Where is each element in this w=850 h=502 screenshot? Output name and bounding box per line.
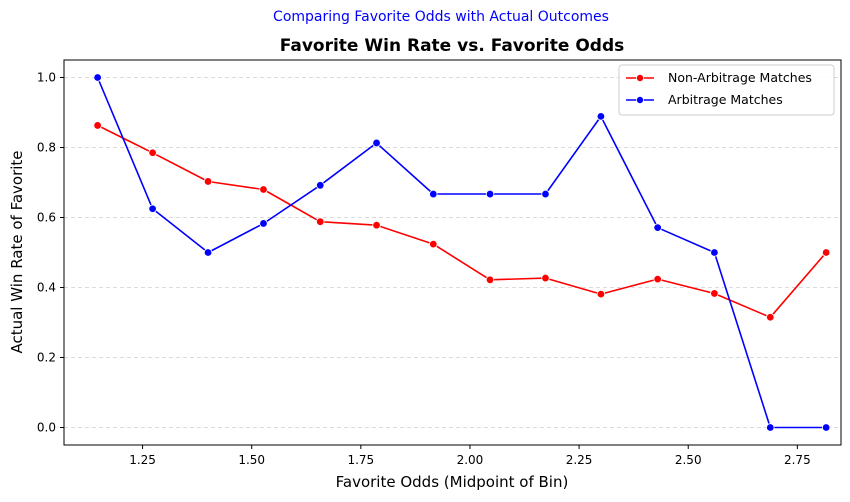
data-point xyxy=(429,189,438,199)
data-point xyxy=(653,274,662,284)
data-point xyxy=(596,112,606,121)
legend-box xyxy=(618,64,835,116)
data-point xyxy=(766,313,775,322)
data-point xyxy=(429,239,438,249)
data-point xyxy=(596,289,606,299)
data-point xyxy=(821,423,831,432)
data-point xyxy=(203,177,213,186)
data-point xyxy=(316,217,325,226)
data-point xyxy=(203,248,213,257)
data-point xyxy=(653,223,662,232)
data-point xyxy=(821,248,831,257)
data-point xyxy=(148,148,157,157)
data-point xyxy=(766,423,775,432)
data-point xyxy=(485,275,495,284)
x-axis-label: Favorite Odds (Midpoint of Bin) xyxy=(336,473,569,491)
y-tick-label: 0.2 xyxy=(37,351,56,365)
series-line-0 xyxy=(97,124,827,319)
series-points xyxy=(93,73,831,432)
y-tick-label: 0.8 xyxy=(37,141,56,155)
x-tick-label: 2.50 xyxy=(675,453,702,467)
gridlines xyxy=(64,77,841,428)
x-tick-label: 1.75 xyxy=(347,453,374,467)
data-point xyxy=(372,138,381,148)
x-tick-label: 2.75 xyxy=(784,453,811,467)
data-point xyxy=(710,248,719,257)
legend-label-non-arbitrage: Non-Arbitrage Matches xyxy=(668,70,812,85)
series-line-1 xyxy=(96,77,827,429)
legend-marker-arbitrage xyxy=(636,96,645,105)
legend: Non-Arbitrage Matches Arbitrage Matches xyxy=(618,64,835,116)
data-point xyxy=(710,289,719,298)
y-tick-label: 0.4 xyxy=(37,281,56,295)
series-lines xyxy=(96,77,827,429)
chart-title: Favorite Win Rate vs. Favorite Odds xyxy=(280,36,625,56)
x-tick-label: 1.50 xyxy=(238,453,265,467)
data-point xyxy=(93,73,102,82)
data-point xyxy=(541,189,550,199)
data-point xyxy=(485,189,495,199)
legend-marker-non-arbitrage xyxy=(636,74,645,83)
data-point xyxy=(93,121,102,130)
legend-label-arbitrage: Arbitrage Matches xyxy=(668,92,783,107)
data-point xyxy=(372,220,381,230)
data-point xyxy=(148,204,157,213)
x-tick-label: 1.25 xyxy=(129,453,156,467)
x-axis-ticks: 1.25 1.50 1.75 2.00 2.25 2.50 2.75 xyxy=(129,445,811,467)
data-point xyxy=(541,273,550,283)
y-tick-label: 0.6 xyxy=(37,211,56,225)
chart-suptitle: Comparing Favorite Odds with Actual Outc… xyxy=(273,9,609,25)
y-axis-ticks: 0.0 0.2 0.4 0.6 0.8 1.0 xyxy=(37,71,64,435)
x-tick-label: 2.00 xyxy=(457,453,484,467)
axes-frame xyxy=(63,59,842,446)
x-tick-label: 2.25 xyxy=(566,453,593,467)
data-point xyxy=(316,181,325,190)
y-tick-label: 0.0 xyxy=(37,421,56,435)
data-point xyxy=(259,185,268,194)
data-point xyxy=(259,219,268,228)
y-axis-label: Actual Win Rate of Favorite xyxy=(8,150,26,353)
y-tick-label: 1.0 xyxy=(37,71,56,85)
